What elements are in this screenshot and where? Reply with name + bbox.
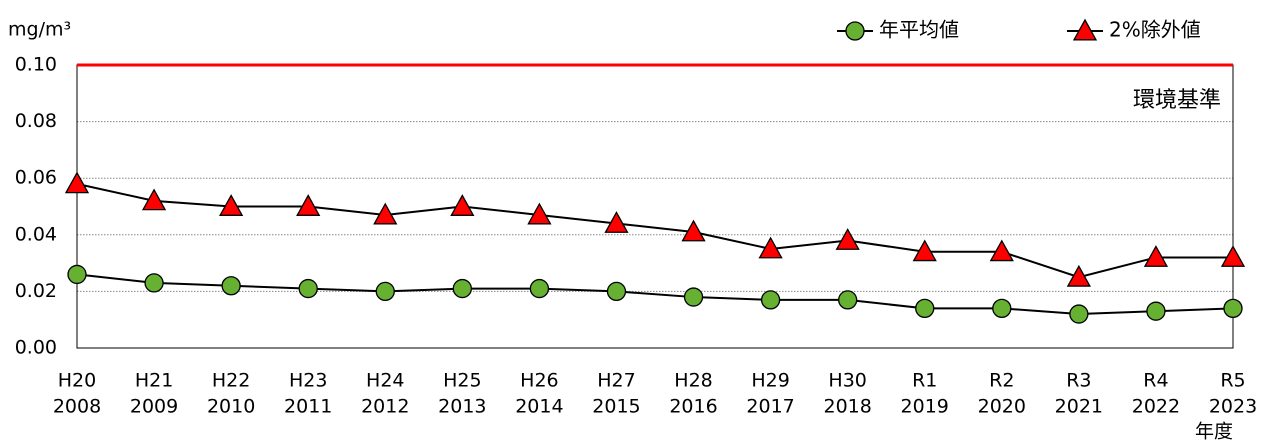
series-line bbox=[76, 273, 1234, 316]
x-tick-label: H22 bbox=[212, 370, 250, 392]
x-axis-label: 年度 bbox=[1195, 421, 1233, 443]
x-tick-label: 2021 bbox=[1055, 396, 1103, 418]
data-point bbox=[838, 290, 858, 310]
x-tick-label: 2022 bbox=[1132, 396, 1180, 418]
x-tick-label: 2008 bbox=[53, 396, 101, 418]
data-point bbox=[1069, 304, 1089, 324]
data-point bbox=[1223, 298, 1243, 319]
data-point bbox=[64, 171, 90, 194]
data-point bbox=[1220, 245, 1246, 267]
data-point bbox=[989, 239, 1014, 262]
data-point bbox=[606, 281, 627, 302]
x-tick-label: H23 bbox=[289, 370, 327, 392]
legend-marker bbox=[845, 21, 865, 41]
x-tick-label: H24 bbox=[366, 370, 404, 392]
data-point bbox=[67, 264, 87, 285]
y-tick-label: 0.10 bbox=[15, 54, 57, 76]
x-tick-label: 2020 bbox=[978, 396, 1026, 418]
y-tick-label: 0.08 bbox=[15, 110, 57, 132]
data-point bbox=[1143, 245, 1169, 267]
data-point bbox=[141, 188, 167, 211]
x-tick-label: H21 bbox=[135, 370, 173, 392]
data-point bbox=[298, 278, 318, 299]
legend-label: 年平均値 bbox=[879, 18, 959, 42]
x-tick-label: 2010 bbox=[207, 396, 255, 418]
x-tick-label: 2014 bbox=[515, 396, 563, 418]
x-tick-label: 2013 bbox=[438, 396, 486, 418]
y-tick-label: 0.02 bbox=[15, 280, 57, 302]
data-point bbox=[1066, 264, 1091, 287]
x-tick-label: R2 bbox=[989, 370, 1014, 392]
x-tick-label: H27 bbox=[597, 370, 635, 392]
x-tick-label: 2016 bbox=[669, 396, 717, 418]
x-tick-label: 2012 bbox=[361, 396, 409, 418]
x-tick-label: 2018 bbox=[823, 396, 871, 418]
data-point bbox=[452, 278, 472, 299]
x-tick-label: 2023 bbox=[1209, 396, 1257, 418]
data-point bbox=[604, 211, 629, 233]
x-tick-label: H29 bbox=[751, 370, 789, 392]
y-tick-label: 0.06 bbox=[15, 167, 57, 189]
data-point bbox=[373, 202, 398, 225]
data-point bbox=[681, 219, 706, 242]
legend-marker bbox=[1072, 18, 1098, 41]
reference-label: 環境基準 bbox=[1133, 88, 1221, 113]
data-point bbox=[144, 273, 164, 293]
x-tick-label: R1 bbox=[912, 370, 937, 392]
data-point bbox=[529, 278, 550, 299]
data-point bbox=[375, 281, 395, 302]
x-tick-label: 2015 bbox=[592, 396, 640, 418]
series-line bbox=[76, 182, 1233, 279]
data-point bbox=[296, 194, 321, 216]
x-tick-label: H25 bbox=[443, 370, 481, 392]
data-point bbox=[219, 194, 244, 216]
data-point bbox=[758, 236, 783, 259]
x-tick-label: H28 bbox=[674, 370, 712, 392]
x-tick-label: 2019 bbox=[901, 396, 949, 418]
y-tick-label: 0.00 bbox=[15, 337, 57, 359]
x-tick-label: H26 bbox=[520, 370, 558, 392]
x-tick-label: 2009 bbox=[130, 396, 178, 418]
x-tick-label: R3 bbox=[1066, 370, 1091, 392]
data-point bbox=[835, 228, 860, 250]
data-point bbox=[992, 298, 1012, 319]
x-tick-label: H20 bbox=[58, 370, 96, 392]
x-tick-label: 2017 bbox=[746, 396, 794, 418]
y-tick-label: 0.04 bbox=[15, 223, 57, 245]
data-point bbox=[760, 290, 781, 310]
data-point bbox=[1146, 301, 1166, 321]
data-point bbox=[221, 276, 241, 296]
y-axis-label: mg/m³ bbox=[8, 19, 71, 41]
x-tick-label: R4 bbox=[1143, 370, 1168, 392]
data-point bbox=[450, 194, 475, 216]
data-point bbox=[527, 202, 552, 225]
data-point bbox=[683, 287, 704, 307]
x-tick-label: R5 bbox=[1220, 370, 1245, 392]
data-point bbox=[912, 239, 937, 262]
x-tick-label: 2011 bbox=[284, 396, 332, 418]
x-tick-label: H30 bbox=[828, 370, 866, 392]
legend-label: 2%除外値 bbox=[1109, 18, 1201, 42]
data-point bbox=[915, 298, 935, 319]
